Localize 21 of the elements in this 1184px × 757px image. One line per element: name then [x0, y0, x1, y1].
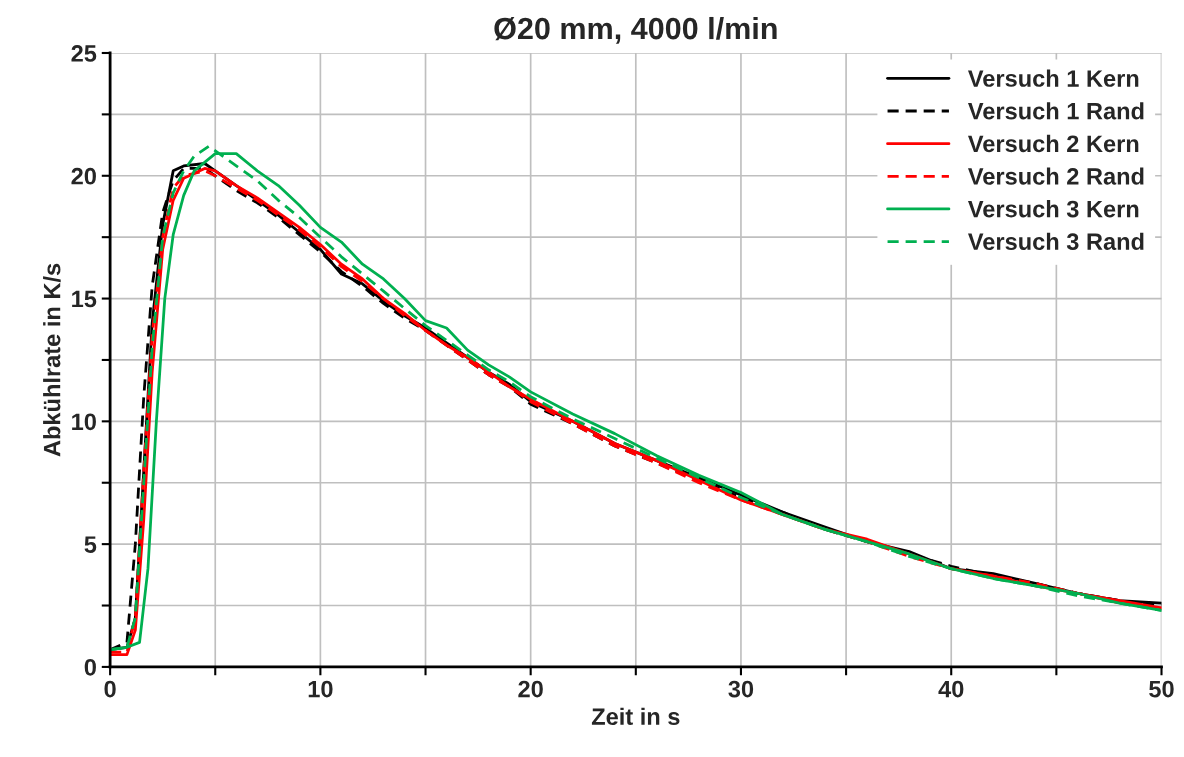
y-tick-label: 25: [71, 45, 97, 62]
legend-label: Versuch 1 Kern: [967, 69, 1139, 87]
y-tick-label: 10: [72, 413, 96, 431]
legend-label: Versuch 2 Kern: [967, 134, 1139, 153]
y-tick-label: 5: [84, 536, 97, 553]
legend-label: Versuch 3 Kern: [967, 200, 1139, 218]
chart-title: Ø20 mm, 4000 l/min: [494, 16, 777, 44]
x-tick-label: 30: [728, 680, 754, 698]
y-tick-label: 20: [71, 167, 96, 185]
x-tick-label: 50: [1149, 680, 1174, 698]
legend-label: Versuch 2 Rand: [967, 167, 1144, 185]
legend-label: Versuch 3 Rand: [967, 232, 1144, 251]
y-tick-label: 15: [72, 290, 97, 308]
y-axis-title: Abkühlrate in K/s: [43, 263, 61, 457]
x-axis-title: Zeit in s: [591, 707, 680, 726]
x-tick-label: 20: [518, 680, 543, 698]
x-tick-label: 10: [308, 680, 333, 698]
legend-label: Versuch 1 Rand: [967, 102, 1144, 120]
x-tick-label: 0: [104, 680, 116, 698]
x-tick-label: 40: [938, 680, 964, 698]
y-tick-label: 0: [84, 658, 96, 676]
